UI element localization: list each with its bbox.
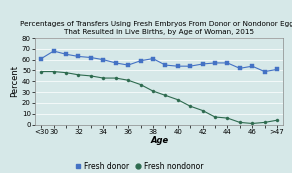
Y-axis label: Percent: Percent	[10, 65, 19, 97]
Legend: Fresh donor, Fresh nondonor: Fresh donor, Fresh nondonor	[75, 162, 204, 171]
Title: Percentages of Transfers Using Fresh Embryos From Donor or Nondonor Eggs
That Re: Percentages of Transfers Using Fresh Emb…	[20, 21, 292, 35]
X-axis label: Age: Age	[150, 136, 168, 145]
